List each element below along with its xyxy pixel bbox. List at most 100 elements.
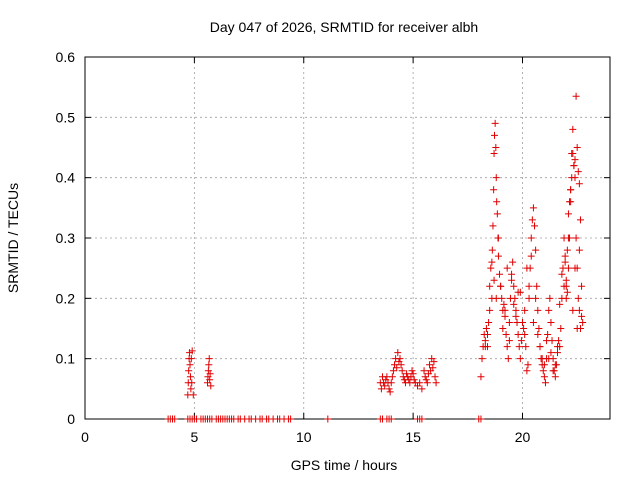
data-point (478, 355, 486, 363)
data-point (432, 379, 440, 387)
data-point (486, 282, 494, 290)
y-tick-label: 0.5 (56, 109, 76, 125)
data-point (187, 355, 195, 363)
y-tick-label: 0.6 (56, 49, 76, 65)
data-point (555, 337, 563, 345)
data-point (549, 367, 557, 375)
data-point (487, 264, 495, 272)
data-point (576, 216, 584, 224)
data-point (533, 282, 541, 290)
data-point (423, 379, 431, 387)
chart-title: Day 047 of 2026, SRMTID for receiver alb… (210, 19, 478, 35)
data-point (386, 388, 394, 396)
data-point (574, 168, 582, 176)
data-point (497, 282, 505, 290)
data-point (505, 337, 513, 345)
data-point (557, 325, 565, 332)
data-point (477, 415, 485, 423)
data-point (387, 379, 395, 387)
data-point (408, 367, 416, 375)
data-point (575, 306, 583, 314)
data-point (532, 294, 540, 302)
data-point (420, 367, 428, 375)
data-point (485, 318, 493, 326)
data-point (534, 331, 542, 339)
data-point (569, 306, 577, 314)
data-point (430, 358, 438, 366)
data-point (418, 385, 426, 393)
data-point (538, 355, 546, 363)
data-point (541, 379, 549, 387)
data-point (499, 325, 507, 332)
data-point (481, 343, 489, 351)
data-point (494, 234, 502, 242)
data-point (546, 294, 554, 302)
data-point (543, 337, 551, 345)
data-point (566, 198, 574, 206)
data-point (426, 361, 434, 369)
data-point (410, 376, 418, 384)
data-point (388, 373, 396, 381)
y-axis-label: SRMTID / TECUs (5, 183, 21, 293)
data-point (525, 282, 533, 290)
data-point (490, 186, 498, 194)
data-point (574, 294, 582, 302)
data-point (540, 373, 548, 381)
data-point (562, 282, 570, 290)
data-point (422, 376, 430, 384)
data-point (570, 162, 578, 170)
data-point (567, 186, 575, 194)
data-point (491, 131, 498, 139)
y-tick-label: 0.1 (56, 351, 76, 367)
data-point (524, 361, 532, 369)
data-point (490, 150, 498, 158)
data-point (189, 391, 197, 399)
data-point (532, 246, 540, 254)
data-point (510, 300, 518, 308)
data-point (186, 361, 194, 369)
data-point (493, 210, 501, 218)
data-point (416, 379, 424, 387)
data-point (521, 331, 529, 339)
data-point (564, 264, 572, 272)
data-point (205, 355, 213, 363)
data-point (578, 282, 586, 290)
data-point (387, 415, 395, 423)
data-point (511, 294, 519, 302)
data-point (186, 373, 194, 381)
data-point (562, 294, 570, 302)
data-point (389, 367, 397, 375)
data-point (501, 306, 509, 314)
data-point (569, 125, 577, 133)
data-point (500, 300, 508, 308)
data-point (571, 156, 579, 164)
data-point (409, 370, 417, 378)
data-point (403, 370, 411, 378)
data-point (527, 252, 535, 260)
data-point (429, 364, 437, 372)
axis-ticks (84, 56, 610, 420)
data-point (496, 270, 504, 278)
data-point (529, 204, 537, 212)
data-point (381, 382, 389, 390)
data-point (502, 331, 510, 339)
data-point (510, 282, 518, 290)
data-point (287, 415, 295, 423)
data-point (431, 373, 439, 381)
data-point (505, 318, 513, 326)
data-point (547, 318, 555, 326)
data-point (514, 331, 522, 339)
x-tick-label: 15 (405, 429, 421, 445)
y-tick-label: 0 (67, 411, 75, 427)
x-tick-label: 20 (515, 429, 531, 445)
data-point (517, 337, 525, 345)
data-point (568, 174, 576, 182)
data-point (494, 252, 502, 260)
x-tick-label: 5 (190, 429, 198, 445)
data-point (561, 258, 569, 266)
data-point (564, 234, 572, 242)
data-point (545, 306, 553, 314)
y-tick-labels: 0 0.1 0.2 0.3 0.4 0.5 0.6 (56, 49, 76, 427)
y-tick-label: 0.4 (56, 170, 76, 186)
